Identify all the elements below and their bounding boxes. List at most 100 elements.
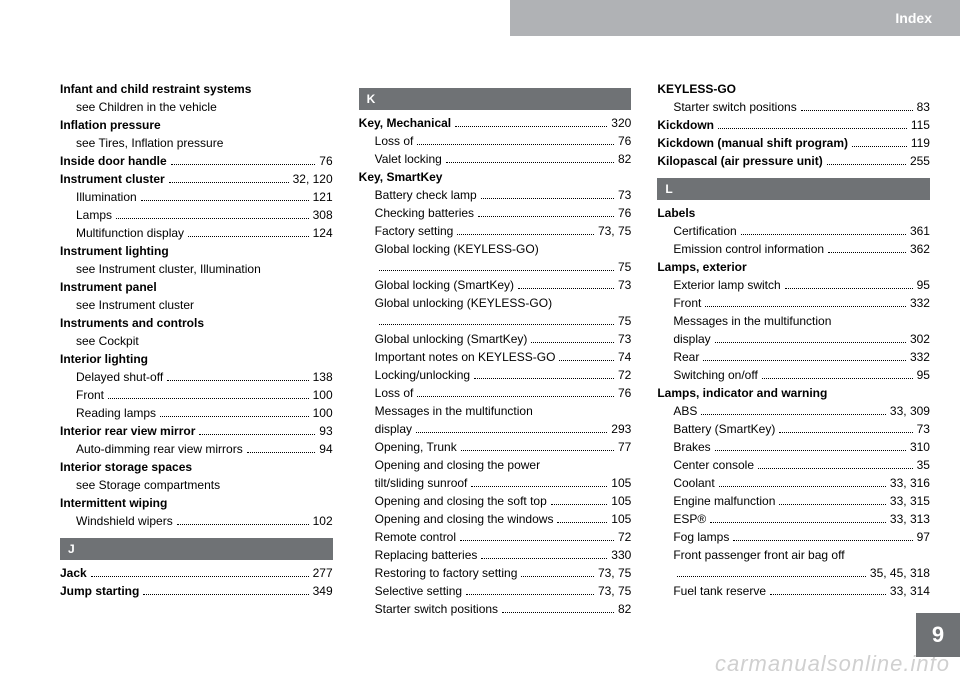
index-entry-page: 95 [917,366,930,384]
index-sub-entry: Starter switch positions83 [657,98,930,116]
leader-dots [455,119,607,127]
index-entry-page: 33, 316 [890,474,930,492]
index-sub-entry: Rear332 [657,348,930,366]
leader-dots [167,373,308,381]
index-sub-entry: Locking/unlocking 72 [359,366,632,384]
index-entry-label: Multifunction display [76,224,184,242]
index-main-entry: Instrument cluster32, 120 [60,170,333,188]
leader-dots [502,605,614,613]
index-sub-entry: Global unlocking (SmartKey)73 [359,330,632,348]
index-sub-entry: Reading lamps 100 [60,404,333,422]
index-main-entry: Key, Mechanical320 [359,114,632,132]
leader-dots [199,427,315,435]
index-heading: Labels [657,204,930,222]
leader-dots [827,157,906,165]
index-heading-label: Inflation pressure [60,116,161,134]
index-entry-label: Locking/unlocking [375,366,470,384]
index-sub-entry: Opening and closing the soft top105 [359,492,632,510]
leader-dots [417,137,614,145]
index-see: see Tires, Inflation pressure [60,134,333,152]
leader-dots [551,497,608,505]
leader-dots [741,227,906,235]
index-entry-page: 97 [917,528,930,546]
leader-dots [446,155,614,163]
index-entry-page: 73, 75 [598,582,631,600]
index-see: see Children in the vehicle [60,98,333,116]
index-main-entry: Interior rear view mirror93 [60,422,333,440]
index-entry-page: 72 [618,528,631,546]
index-entry-page: 310 [910,438,930,456]
index-heading-label: Instrument lighting [60,242,169,260]
index-sub-entry: Brakes 310 [657,438,930,456]
leader-dots [481,551,607,559]
index-entry-label: Kickdown (manual shift program) [657,134,848,152]
index-entry-label: Fog lamps [673,528,729,546]
leader-dots [247,445,316,453]
leader-dots [478,209,614,217]
index-heading: Inflation pressure [60,116,333,134]
leader-dots [521,569,594,577]
index-entry-page: 121 [313,188,333,206]
leader-dots [466,587,594,595]
index-entry-label: Rear [673,348,699,366]
index-sub-entry: Lamps 308 [60,206,333,224]
index-entry-page: 100 [313,404,333,422]
index-entry-label: Kickdown [657,116,714,134]
index-sub-entry: 75 [359,312,632,330]
index-sub-entry: Front332 [657,294,930,312]
index-entry-page: 308 [313,206,333,224]
index-sub-entry: Fog lamps 97 [657,528,930,546]
index-entry-page: 35 [917,456,930,474]
leader-dots [758,461,913,469]
index-sub-label: Global unlocking (KEYLESS-GO) [375,294,552,312]
leader-dots [471,479,607,487]
section-letter: J [60,538,333,560]
index-entry-label: Replacing batteries [375,546,478,564]
leader-dots [779,497,886,505]
index-entry-page: 32, 120 [293,170,333,188]
leader-dots [108,391,309,399]
leader-dots [852,139,907,147]
index-heading-label: KEYLESS-GO [657,80,736,98]
index-entry-page: 73, 75 [598,222,631,240]
section-letter-label: L [665,180,672,198]
leader-dots [188,229,309,237]
index-entry-label: Brakes [673,438,710,456]
page-number-box: 9 [916,613,960,657]
leader-dots [705,299,906,307]
index-entry-label: Important notes on KEYLESS-GO [375,348,556,366]
index-sub-entry: Important notes on KEYLESS-GO 74 [359,348,632,366]
index-entry-label: Windshield wipers [76,512,173,530]
index-sub-entry: Global locking (SmartKey)73 [359,276,632,294]
index-sub-entry: display293 [359,420,632,438]
index-sub-label: Opening and closing the power [375,456,540,474]
index-entry-label: Lamps [76,206,112,224]
index-sub-entry: Battery (SmartKey)73 [657,420,930,438]
index-entry-label: Starter switch positions [673,98,796,116]
index-entry-page: 73 [618,330,631,348]
index-heading: Interior lighting [60,350,333,368]
leader-dots [116,211,309,219]
index-entry-label: Reading lamps [76,404,156,422]
leader-dots [557,515,607,523]
header-bar: Index [510,0,960,36]
leader-dots [828,245,906,253]
leader-dots [733,533,912,541]
index-heading: Lamps, indicator and warning [657,384,930,402]
index-entry-label: Illumination [76,188,137,206]
index-entry-label: Inside door handle [60,152,167,170]
leader-dots [141,193,309,201]
index-entry-page: 72 [618,366,631,384]
index-entry-page: 115 [911,116,930,134]
index-entry-page: 74 [618,348,631,366]
section-letter-label: K [367,90,376,108]
index-entry-page: 76 [618,132,631,150]
index-entry-page: 33, 314 [890,582,930,600]
index-entry-label: ABS [673,402,697,420]
index-sub-entry: Loss of76 [359,132,632,150]
index-entry-label: display [673,330,710,348]
index-sub-entry: 75 [359,258,632,276]
index-sub-entry: Illumination 121 [60,188,333,206]
index-entry-label: Front [76,386,104,404]
index-entry-label: Selective setting [375,582,462,600]
